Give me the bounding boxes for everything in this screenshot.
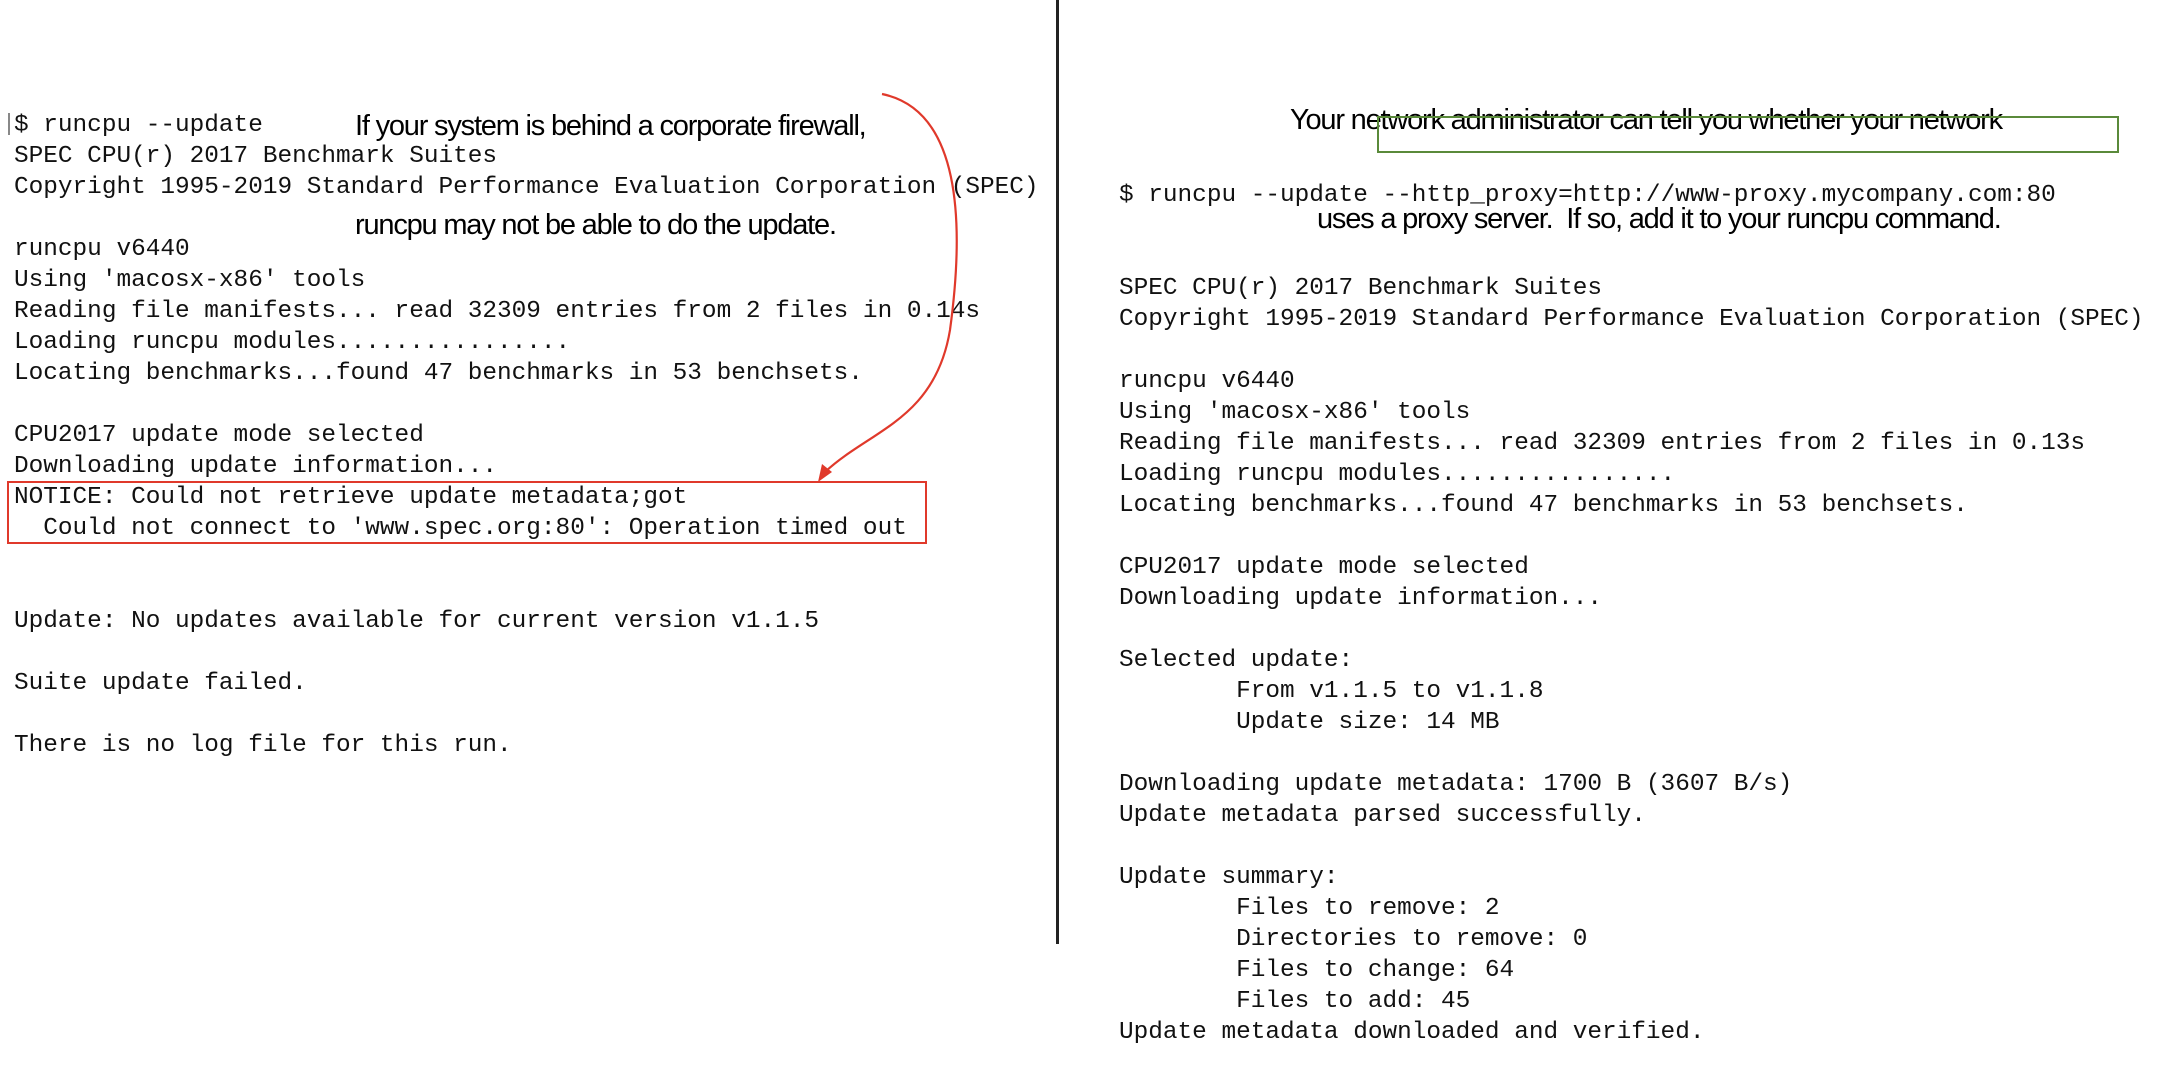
terminal-line: CPU2017 update mode selected	[14, 422, 424, 449]
terminal-line: SPEC CPU(r) 2017 Benchmark Suites	[14, 143, 498, 170]
terminal-line	[1119, 521, 2144, 552]
terminal-line: Suite update failed.	[14, 670, 307, 697]
proxy-option: --http_proxy=http://www-proxy.mycompany.…	[1382, 182, 2056, 209]
right-terminal-output: $ runcpu --update --http_proxy=http://ww…	[1119, 118, 2144, 1079]
left-annotation-line: runcpu may not be able to do the update.	[355, 209, 837, 241]
left-annotation: If your system is behind a corporate fir…	[355, 44, 867, 275]
terminal-line: Files to add: 45	[1119, 988, 1471, 1015]
command-line: $ runcpu --update --http_proxy=http://ww…	[1119, 180, 2144, 211]
terminal-line: runcpu v6440	[1119, 368, 1295, 395]
text-cursor	[8, 113, 13, 135]
panel-divider	[1056, 0, 1059, 944]
terminal-line: Directories to remove: 0	[1119, 926, 1588, 953]
notice-highlight-box	[7, 481, 927, 544]
terminal-line: runcpu v6440	[14, 236, 190, 263]
proxy-highlight-box	[1377, 116, 2119, 153]
terminal-line: Downloading update information...	[1119, 585, 1603, 612]
left-annotation-line: If your system is behind a corporate fir…	[355, 110, 867, 142]
terminal-line: CPU2017 update mode selected	[1119, 554, 1529, 581]
terminal-line: Downloading update information...	[14, 453, 498, 480]
terminal-line	[1119, 831, 2144, 862]
right-annotation-line: uses a proxy server. If so, add it to yo…	[1317, 203, 2002, 235]
terminal-line: SPEC CPU(r) 2017 Benchmark Suites	[1119, 275, 1603, 302]
terminal-line: Downloading update metadata: 1700 B (360…	[1119, 771, 1793, 798]
left-terminal-output: $ runcpu --update SPEC CPU(r) 2017 Benchm…	[14, 110, 1039, 761]
terminal-line	[1119, 738, 2144, 769]
terminal-line: NOTICE: Could not retrieve update metada…	[14, 484, 688, 511]
terminal-line: Update size: 14 MB	[1119, 709, 1500, 736]
terminal-line: Files to remove: 2	[1119, 895, 1500, 922]
terminal-line: Update metadata parsed successfully.	[1119, 802, 1646, 829]
terminal-line	[1119, 614, 2144, 645]
terminal-line: Loading runcpu modules................	[1119, 461, 1676, 488]
terminal-line	[1119, 335, 2144, 366]
right-annotation: Your network administrator can tell you …	[1290, 38, 2003, 269]
arrow-curve	[824, 92, 958, 473]
terminal-line: Could not connect to 'www.spec.org:80': …	[14, 515, 907, 542]
terminal-line: Update: No updates available for current…	[14, 608, 820, 635]
terminal-line: Reading file manifests... read 32309 ent…	[14, 298, 981, 325]
terminal-line: Selected update:	[1119, 647, 1354, 674]
terminal-line: From v1.1.5 to v1.1.8	[1119, 678, 1544, 705]
terminal-line: Update summary:	[1119, 864, 1339, 891]
terminal-line: Reading file manifests... read 32309 ent…	[1119, 430, 2086, 457]
terminal-line: Using 'macosx-x86' tools	[14, 267, 366, 294]
terminal-line: Loading runcpu modules................	[14, 329, 571, 356]
terminal-line: Files to change: 64	[1119, 957, 1515, 984]
command-prefix: $ runcpu --update	[1119, 182, 1383, 209]
terminal-line: There is no log file for this run.	[14, 732, 512, 759]
terminal-line: Locating benchmarks...found 47 benchmark…	[14, 360, 863, 387]
terminal-line: Update metadata downloaded and verified.	[1119, 1019, 1705, 1046]
arrow-head	[818, 464, 832, 482]
terminal-line: $ runcpu --update	[14, 112, 263, 139]
terminal-line: Locating benchmarks...found 47 benchmark…	[1119, 492, 1968, 519]
terminal-line: Copyright 1995-2019 Standard Performance…	[1119, 306, 2144, 333]
terminal-line: Using 'macosx-x86' tools	[1119, 399, 1471, 426]
right-annotation-line: Your network administrator can tell you …	[1290, 104, 2003, 136]
terminal-line: Copyright 1995-2019 Standard Performance…	[14, 174, 1039, 201]
annotation-arrow	[818, 92, 958, 482]
